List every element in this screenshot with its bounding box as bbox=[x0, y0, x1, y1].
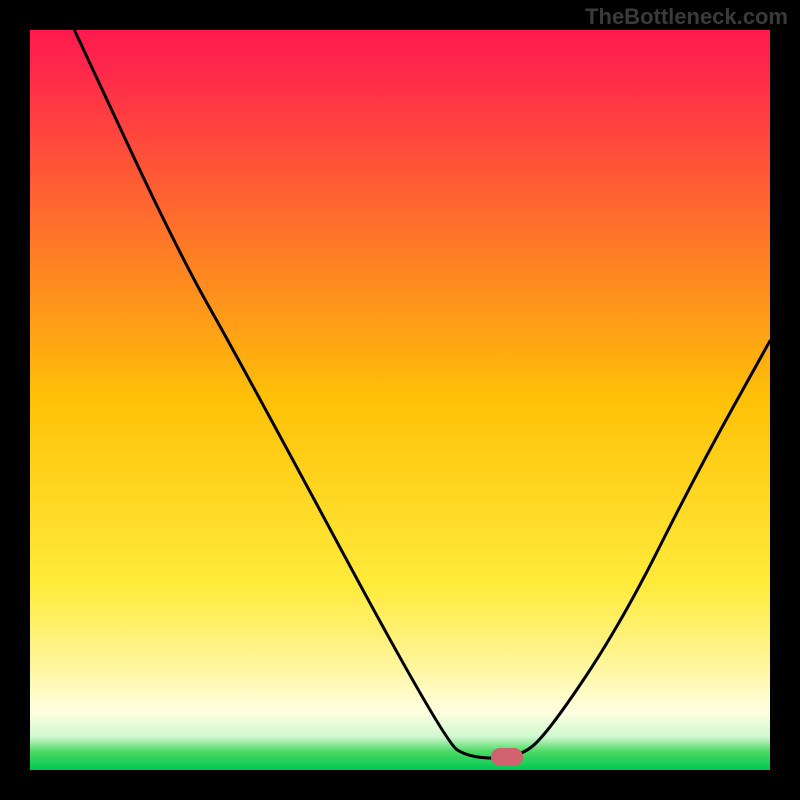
bottleneck-curve bbox=[30, 30, 770, 770]
watermark-text: TheBottleneck.com bbox=[585, 4, 788, 30]
plot-area bbox=[30, 30, 770, 770]
optimal-point-marker bbox=[491, 748, 523, 766]
